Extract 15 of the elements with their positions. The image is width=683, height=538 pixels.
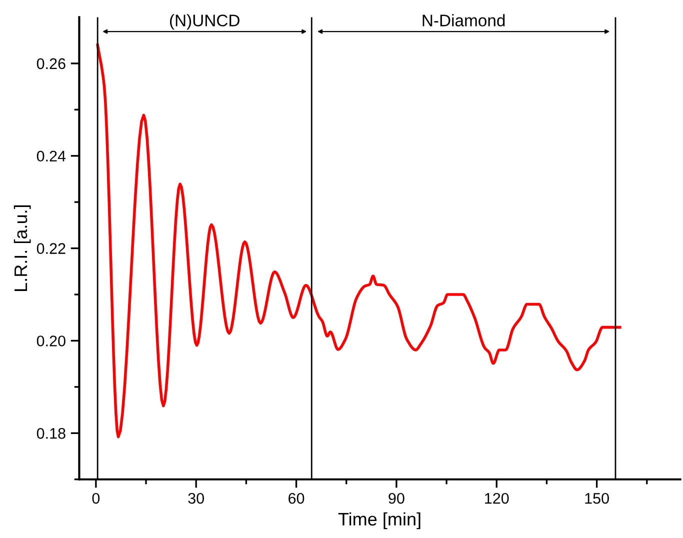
x-axis-title: Time [min]: [338, 512, 420, 530]
x-tick-label: 30: [188, 492, 204, 504]
annotation: (N)UNCD: [170, 14, 240, 30]
x-tick-label: 90: [388, 492, 404, 504]
x-tick-label: 60: [288, 492, 304, 504]
x-tick-label: 0: [92, 492, 100, 504]
y-tick-label: 0.20: [36, 336, 66, 346]
y-tick-label: 0.22: [36, 243, 66, 254]
x-tick-label: 120: [485, 492, 509, 504]
x-tick-label: 150: [585, 492, 609, 504]
y-axis-title: L.R.I. [a.u.]: [14, 205, 31, 291]
y-tick-label: 0.26: [36, 58, 66, 70]
annotation: N-Diamond: [422, 14, 505, 26]
y-tick-label: 0.24: [36, 150, 66, 162]
y-tick-label: 0.18: [36, 428, 66, 439]
